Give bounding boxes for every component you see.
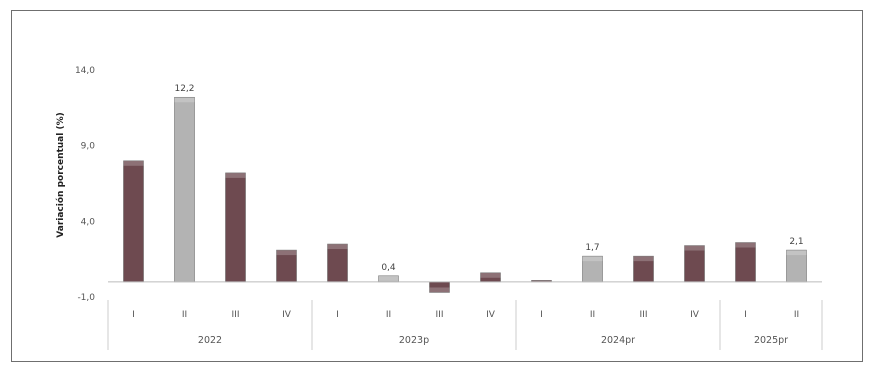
x-tick-label: I: [336, 310, 339, 320]
bar-cap: [582, 256, 603, 262]
x-tick-label: II: [182, 310, 187, 320]
bar: [327, 243, 348, 283]
bar-cap: [429, 287, 450, 293]
bar-cap: [786, 250, 807, 256]
x-tick-label: II: [794, 310, 799, 320]
bar: [225, 172, 246, 283]
chart-frame: [11, 10, 863, 362]
y-axis-label: Variación porcentual (%): [55, 112, 66, 237]
bar: [174, 96, 195, 283]
data-label: 2,1: [789, 237, 803, 247]
x-tick-label: II: [590, 310, 595, 320]
data-label: 0,4: [381, 263, 396, 273]
x-tick-label: I: [132, 310, 135, 320]
x-tick-label: IV: [690, 310, 700, 320]
bar-cap: [174, 97, 195, 103]
x-tick-label: III: [232, 310, 240, 320]
y-tick-label: -1,0: [77, 293, 95, 303]
x-group-label: 2022: [198, 335, 222, 346]
bar: [123, 160, 144, 283]
x-tick-label: I: [744, 310, 747, 320]
x-tick-label: I: [540, 310, 543, 320]
x-tick-label: III: [436, 310, 444, 320]
x-tick-label: IV: [282, 310, 292, 320]
y-tick-label: 4,0: [81, 217, 96, 227]
x-tick-label: III: [640, 310, 648, 320]
x-group-label: 2025pr: [754, 335, 788, 346]
data-label: 12,2: [174, 84, 194, 94]
bar-cap: [633, 256, 654, 262]
x-group-label: 2023p: [399, 335, 429, 346]
bar-cap: [327, 244, 348, 250]
bar: [684, 245, 705, 283]
bar-cap: [276, 250, 297, 256]
y-tick-label: 9,0: [81, 142, 96, 152]
y-tick-label: 14,0: [75, 66, 95, 76]
x-tick-label: IV: [486, 310, 496, 320]
bar-cap: [123, 160, 144, 166]
data-label: 1,7: [585, 243, 599, 253]
bar-cap: [225, 172, 246, 178]
x-group-label: 2024pr: [601, 335, 635, 346]
bar-cap: [480, 272, 501, 278]
x-tick-label: II: [386, 310, 391, 320]
bar-cap: [531, 280, 552, 282]
bar-cap: [735, 242, 756, 248]
bar-cap: [378, 275, 399, 281]
bar-cap: [684, 245, 705, 251]
bar: [735, 242, 756, 283]
